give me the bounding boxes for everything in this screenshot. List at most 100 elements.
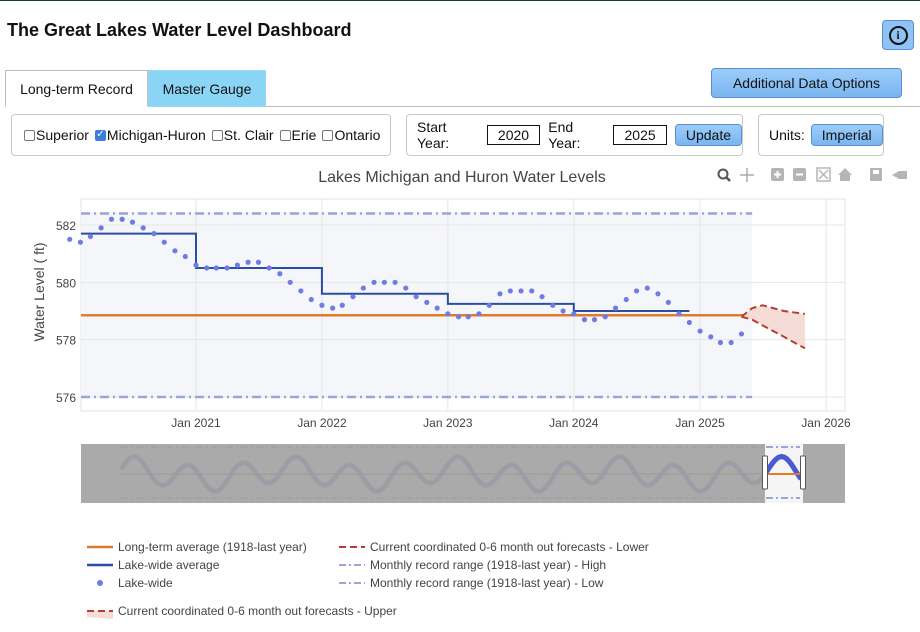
series-layer [67,212,806,399]
units-label: Units: [769,127,805,143]
year-range-panel: Start Year: 2020 End Year: 2025 Update [406,114,743,156]
lake-wide-point [255,259,262,265]
lake-wide-point [623,296,629,303]
lake-wide-point [77,239,84,245]
legend-label: Current coordinated 0-6 month out foreca… [370,540,649,554]
lake-wide-point [497,291,503,297]
lake-wide-point [308,296,314,303]
lake-wide-point [591,317,598,323]
tab-long-term-record[interactable]: Long-term Record [5,70,148,107]
lake-wide-point [571,311,577,317]
lake-wide-point [193,262,199,268]
checkbox-box[interactable] [24,129,35,141]
lake-wide-point [319,302,325,308]
lake-checkbox-superior[interactable]: Superior [24,127,89,143]
lake-wide-point [717,339,724,346]
pan-icon[interactable] [740,168,754,182]
legend-label: Current coordinated 0-6 month out foreca… [118,604,397,618]
lake-wide-point [676,311,682,317]
y-tick-label: 578 [56,334,76,348]
lake-wide-point [98,225,104,231]
info-icon: i [888,25,908,45]
lake-wide-point [602,314,608,320]
lake-wide-point [455,314,462,320]
lake-wide-point [140,225,146,231]
x-tick-label: Jan 2023 [423,416,473,430]
zoom-in-icon[interactable] [771,168,784,181]
lake-wide-point [161,239,167,245]
lake-checkbox-ontario[interactable]: Ontario [322,127,380,143]
range-overview-average [120,455,802,493]
lake-wide-point [87,233,94,240]
lake-wide-point [486,302,492,308]
lake-wide-point [581,317,588,323]
checkbox-box[interactable] [322,129,334,141]
zoom-icon[interactable] [717,168,731,182]
forecast-upper-line [740,304,806,318]
download-icon[interactable] [870,168,882,181]
lake-wide-point [108,216,115,222]
units-toggle-button[interactable]: Imperial [810,124,883,146]
lake-wide-point [728,339,734,346]
data-period-shade [81,212,753,397]
info-button[interactable]: i [882,20,914,50]
legend-swatch-fill [87,611,113,619]
lake-wide-point [529,288,535,294]
lake-checkbox-michigan-huron[interactable]: ✓ Michigan-Huron [94,127,206,143]
reset-axes-icon[interactable] [838,168,852,181]
lake-wide-point [424,299,430,305]
legend-label: Lake-wide [118,576,173,590]
lake-wide-point [550,302,556,308]
lake-wide-average-line [81,232,690,312]
page-title: The Great Lakes Water Level Dashboard [7,20,352,40]
lake-wide-point [507,288,513,294]
range-unselected-mask [803,444,845,503]
range-slider[interactable] [81,444,845,503]
zoom-out-icon[interactable] [793,168,806,181]
lake-wide-point [277,271,283,277]
autoscale-icon[interactable] [816,167,831,182]
tab-bar-divider [5,106,920,107]
tab-master-gauge[interactable]: Master Gauge [148,70,266,107]
axis-ticks: 576 578 580 582 Jan 2021 Jan 2022 Jan 2023 Jan … [56,219,851,430]
x-tick-label: Jan 2022 [297,416,347,430]
grid-lines [81,199,845,411]
checkbox-box[interactable] [211,129,223,141]
x-tick-label: Jan 2024 [549,416,599,430]
start-year-input[interactable]: 2020 [486,125,541,145]
range-window-trace [764,453,804,481]
lake-wide-point [266,265,272,271]
lake-wide-point [371,279,377,285]
spike-lines-icon[interactable] [892,171,907,179]
y-tick-label: 582 [56,219,76,233]
lake-wide-point [298,288,304,294]
lake-wide-point [738,331,745,337]
range-left-handle[interactable] [762,455,768,490]
lake-wide-point [708,334,714,340]
y-tick-label: 580 [56,276,76,290]
lake-wide-point [476,311,482,317]
x-tick-label: Jan 2021 [171,416,221,430]
range-slider-bg [81,444,845,503]
lake-wide-point [224,265,230,271]
lake-wide-point [665,299,671,305]
end-year-input[interactable]: 2025 [613,125,667,145]
lake-wide-point [539,294,545,300]
lake-checkbox-erie[interactable]: Erie [279,127,316,143]
range-right-handle[interactable] [800,455,806,490]
lake-wide-point [213,265,219,271]
lake-wide-point [151,231,157,237]
checkbox-box-checked[interactable]: ✓ [94,129,106,141]
lake-checkbox-st-clair[interactable]: St. Clair [211,127,274,143]
checkbox-box[interactable] [279,129,291,141]
end-year-label: End Year: [548,119,581,151]
start-year-label: Start Year: [417,119,450,151]
lake-wide-point [67,236,73,242]
update-button[interactable]: Update [674,124,742,146]
lake-wide-point [381,279,387,285]
lake-wide-point [655,291,661,297]
lake-wide-point [234,262,241,268]
modebar[interactable] [717,167,908,182]
additional-data-options-button[interactable]: Additional Data Options [711,68,902,98]
lake-wide-point [633,288,640,294]
